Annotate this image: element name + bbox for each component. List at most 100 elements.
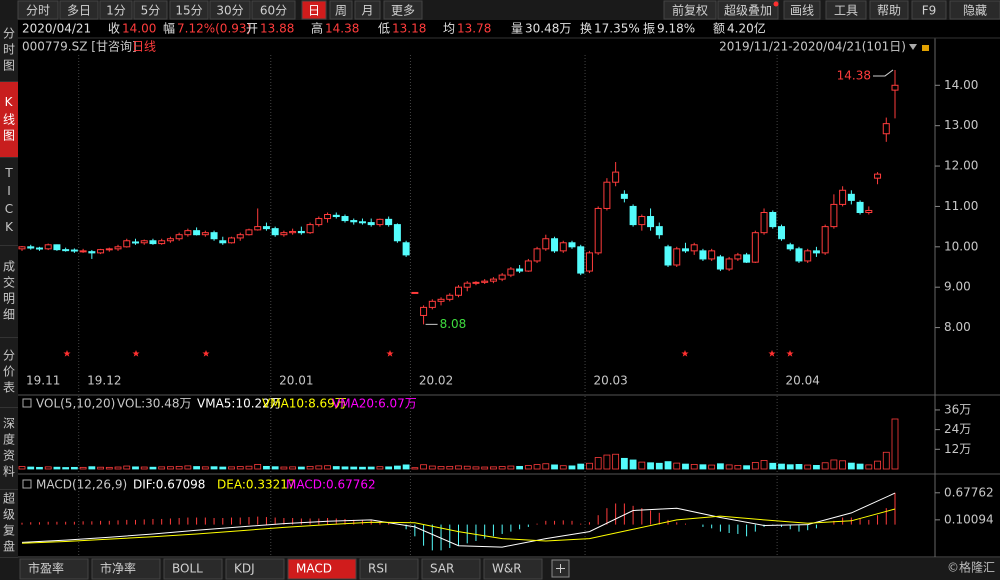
tab-label[interactable]: 5分: [141, 4, 161, 18]
candle-body: [123, 240, 131, 248]
indicator-tab-label[interactable]: SAR: [430, 562, 454, 576]
candle-body: [498, 274, 506, 280]
tab-button[interactable]: [169, 0, 209, 20]
indicator-tab[interactable]: [421, 558, 481, 580]
max-pointer: [873, 69, 894, 77]
volume-bar: [315, 465, 323, 470]
volume-bar: [498, 466, 506, 470]
side-tab[interactable]: 深度资料: [0, 408, 18, 490]
tool-label[interactable]: F9: [922, 4, 937, 18]
tab-label[interactable]: 60分: [260, 4, 287, 18]
candle-body: [193, 230, 201, 236]
info-label: 均: [443, 22, 455, 36]
volume-bar: [44, 466, 52, 470]
tool-button[interactable]: [717, 0, 779, 20]
tool-label[interactable]: 帮助: [877, 4, 901, 18]
period-label: 日线: [132, 40, 156, 54]
indicator-tab[interactable]: [91, 558, 161, 580]
side-tab[interactable]: 分时图: [0, 20, 18, 82]
tool-button[interactable]: [869, 0, 909, 20]
volume-bar: [568, 465, 576, 470]
tab-button[interactable]: [251, 0, 296, 20]
candle-body: [874, 173, 882, 179]
tab-label[interactable]: 分时: [26, 4, 50, 18]
tool-label[interactable]: 画线: [790, 4, 814, 18]
tool-button[interactable]: [663, 0, 717, 20]
indicator-tab-label[interactable]: 市净率: [100, 561, 136, 576]
volume-bar: [123, 465, 131, 470]
tab-label[interactable]: 月: [361, 4, 373, 18]
tool-button[interactable]: [783, 0, 821, 20]
tool-label[interactable]: 工具: [834, 4, 858, 18]
indicator-tab[interactable]: [225, 558, 285, 580]
candle-body: [114, 246, 122, 250]
candle-body: [367, 222, 375, 226]
event-marker: [202, 350, 210, 357]
candle-body: [751, 232, 759, 263]
candle-body: [149, 240, 157, 245]
macd-legend-box: [22, 479, 32, 489]
side-tab[interactable]: 分价表: [0, 338, 18, 408]
candle-body: [70, 249, 78, 252]
volume-bar: [795, 464, 803, 470]
tab-button[interactable]: [301, 0, 327, 20]
tab-button[interactable]: [99, 0, 133, 20]
tab-label[interactable]: 1分: [106, 4, 126, 18]
indicator-tab[interactable]: [483, 558, 543, 580]
volume-bar: [490, 466, 497, 470]
indicator-tab-label[interactable]: KDJ: [234, 562, 255, 576]
indicator-tab-label[interactable]: 市盈率: [28, 561, 64, 576]
info-label: 额: [713, 22, 725, 36]
tab-button[interactable]: [17, 0, 59, 20]
macd-legend: MACD:0.67762: [286, 478, 376, 492]
tab-button[interactable]: [59, 0, 99, 20]
event-marker: [63, 350, 71, 357]
candle-body: [856, 201, 864, 213]
side-tab[interactable]: 成交明细: [0, 246, 18, 338]
tab-button[interactable]: [329, 0, 353, 20]
tool-label[interactable]: 隐藏: [963, 4, 987, 18]
candle-body: [524, 260, 532, 272]
volume-bar: [175, 465, 183, 470]
indicator-tab-label[interactable]: BOLL: [172, 562, 203, 576]
volume-bar: [167, 466, 174, 470]
tab-label[interactable]: 日: [308, 4, 320, 18]
volume-bar: [79, 466, 87, 470]
side-tab[interactable]: TICK: [0, 158, 18, 246]
candle-body: [647, 216, 655, 228]
indicator-tab[interactable]: [19, 558, 89, 580]
volume-bar: [524, 465, 532, 470]
tab-label[interactable]: 多日: [67, 4, 91, 18]
tab-label[interactable]: 15分: [175, 4, 202, 18]
info-value: 7.12%(0.93): [177, 22, 251, 36]
tab-button[interactable]: [133, 0, 168, 20]
indicator-tab-label[interactable]: MACD: [296, 562, 332, 576]
candle-body: [420, 306, 428, 316]
tab-button[interactable]: [354, 0, 381, 20]
tool-label[interactable]: 超级叠加: [724, 3, 772, 18]
info-value: 30.48万: [525, 22, 571, 36]
volume-bar: [367, 466, 375, 470]
tab-label[interactable]: 周: [335, 4, 347, 18]
event-marker: [768, 350, 776, 357]
indicator-tab[interactable]: [287, 558, 357, 580]
tab-button[interactable]: [383, 0, 423, 20]
candle-body: [603, 181, 611, 209]
y-tick-label: 14.00: [944, 78, 978, 92]
tab-label[interactable]: 30分: [216, 4, 243, 18]
indicator-tab-label[interactable]: RSI: [368, 562, 388, 576]
x-tick-label: 19.12: [87, 374, 121, 388]
indicator-tab-label[interactable]: W&R: [492, 562, 522, 576]
tool-button[interactable]: [825, 0, 867, 20]
candle-body: [402, 242, 410, 256]
tool-button[interactable]: [949, 0, 1000, 20]
volume-bar: [559, 465, 567, 470]
tab-button[interactable]: [209, 0, 251, 20]
tool-button[interactable]: [911, 0, 947, 20]
indicator-tab[interactable]: [163, 558, 223, 580]
indicator-tab[interactable]: [359, 558, 419, 580]
side-tab[interactable]: 超级复盘: [0, 490, 18, 558]
side-tab[interactable]: K线图: [0, 82, 18, 158]
tab-label[interactable]: 更多: [391, 4, 415, 18]
tool-label[interactable]: 前复权: [672, 3, 708, 18]
